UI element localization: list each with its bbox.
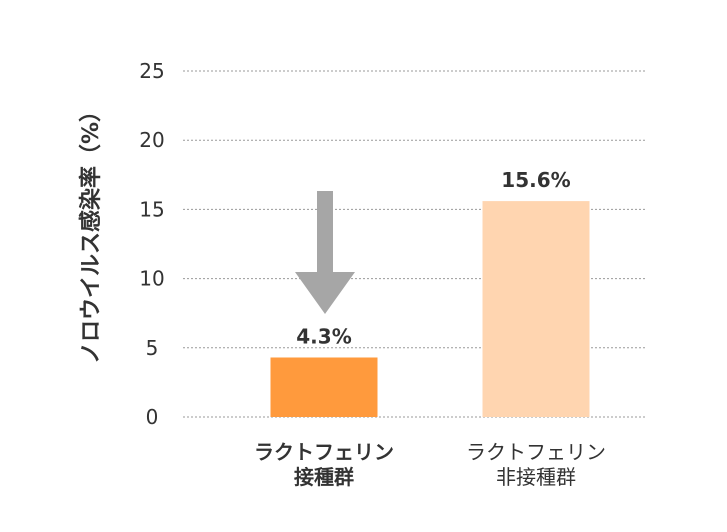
bar [270, 357, 378, 417]
category-label-line1: ラクトフェリン [466, 440, 606, 464]
y-tick-label: 5 [146, 336, 159, 360]
value-labels: 4.3% 15.6% [296, 168, 570, 348]
bars [270, 201, 590, 417]
y-tick-label: 15 [139, 197, 164, 221]
y-tick-labels: 0 5 10 15 20 25 [139, 59, 164, 429]
value-label: 4.3% [296, 324, 351, 348]
y-tick-label: 25 [139, 59, 164, 83]
y-tick-label: 0 [146, 405, 159, 429]
y-tick-label: 20 [139, 128, 164, 152]
value-label: 15.6% [501, 168, 570, 192]
y-axis-label: ノロウイルス感染率（%） [78, 100, 104, 364]
bar [482, 201, 590, 417]
category-label-line2: 非接種群 [496, 465, 576, 489]
category-label-line2: 接種群 [294, 465, 354, 489]
gridlines [183, 70, 647, 418]
down-arrow-icon [295, 191, 355, 314]
y-tick-label: 10 [139, 267, 164, 291]
category-label-line1: ラクトフェリン [254, 440, 394, 464]
